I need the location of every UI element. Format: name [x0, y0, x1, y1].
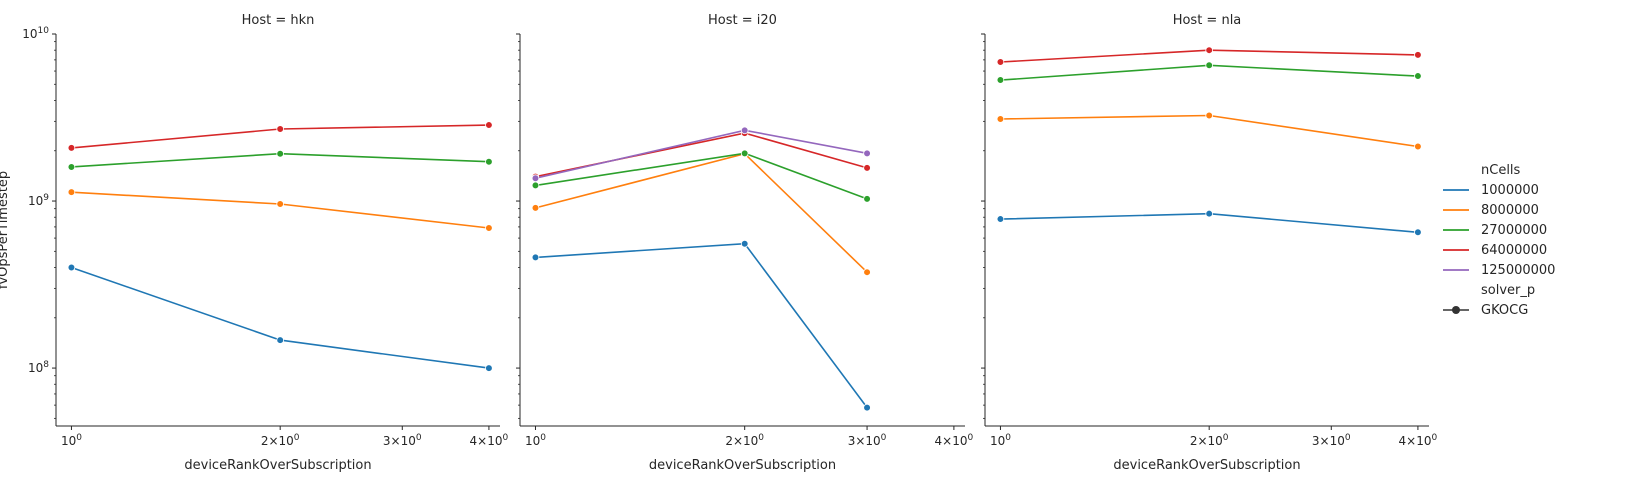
data-point-27000000 [1414, 72, 1422, 80]
x-tick-label: 4×100 [1399, 433, 1438, 448]
data-point-8000000 [485, 224, 493, 232]
x-tick-label: 2×100 [725, 433, 764, 448]
panel-title: Host = hkn [242, 13, 315, 28]
data-point-8000000 [67, 188, 76, 196]
legend-label-64000000: 64000000 [1481, 243, 1547, 258]
data-point-64000000 [1205, 46, 1213, 54]
data-point-64000000 [1414, 51, 1422, 59]
legend-label-125000000: 125000000 [1481, 263, 1555, 278]
legend-label-27000000: 27000000 [1481, 223, 1547, 238]
legend: nCells 1000000 8000000 27000000 64000000 1250… [1443, 163, 1555, 318]
y-tick-label: 109 [28, 193, 49, 208]
series-line-1000000 [535, 242, 868, 409]
data-point-8000000 [1414, 142, 1422, 151]
data-point-64000000 [996, 58, 1005, 66]
x-tick-label: 4×100 [935, 433, 974, 448]
panel-3: Host = nla 100 2×100 3×100 4×100 deviceRankOv… [981, 13, 1438, 473]
x-axis-label: deviceRankOverSubscription [1113, 458, 1300, 473]
data-point-1000000 [740, 239, 749, 248]
data-point-64000000 [276, 125, 284, 133]
y-tick-label: 1010 [22, 26, 49, 41]
panel-title: Host = i20 [708, 13, 777, 28]
x-axis-label: deviceRankOverSubscription [184, 458, 371, 473]
x-tick-label: 100 [525, 433, 546, 448]
data-point-27000000 [863, 195, 871, 203]
y-tick-label: 108 [28, 360, 49, 375]
data-point-8000000 [276, 200, 284, 208]
y-axis-label: fvOpsPerTimestep [0, 171, 11, 289]
data-point-64000000 [863, 164, 871, 172]
series-line-1000000 [71, 266, 490, 369]
x-tick-label: 3×100 [383, 433, 422, 448]
x-axis-label: deviceRankOverSubscription [649, 458, 836, 473]
legend-label-1000000: 1000000 [1481, 183, 1539, 198]
data-point-27000000 [1205, 61, 1213, 70]
data-point-125000000 [740, 126, 749, 135]
legend-style-title: solver_p [1481, 283, 1535, 298]
data-point-27000000 [740, 149, 749, 158]
data-point-27000000 [276, 149, 284, 158]
data-point-125000000 [531, 174, 540, 182]
panel-2: Host = i20 100 2×100 3×100 4×100 deviceRankOv… [516, 13, 974, 473]
data-point-8000000 [996, 115, 1005, 123]
data-point-1000000 [485, 364, 493, 372]
data-point-27000000 [996, 76, 1005, 84]
data-point-64000000 [67, 144, 76, 152]
x-tick-label: 4×100 [470, 433, 509, 448]
series-line-8000000 [71, 191, 489, 229]
panel-title: Host = nla [1173, 13, 1242, 28]
data-point-27000000 [531, 181, 540, 190]
data-point-1000000 [1205, 209, 1213, 218]
data-point-1000000 [863, 403, 871, 412]
data-point-1000000 [1414, 228, 1422, 237]
legend-hue-title: nCells [1481, 163, 1521, 178]
data-point-1000000 [531, 253, 540, 262]
data-point-8000000 [531, 204, 540, 212]
data-point-1000000 [276, 336, 284, 344]
data-point-64000000 [485, 121, 493, 129]
x-tick-label: 100 [61, 433, 82, 448]
data-point-27000000 [67, 163, 76, 171]
legend-label-8000000: 8000000 [1481, 203, 1539, 218]
data-point-27000000 [485, 157, 493, 166]
chart-panels: Host = hkn 108 109 1010 100 2×100 3×100 4×100 de… [22, 13, 1437, 473]
legend-style-label: GKOCG [1481, 303, 1528, 318]
data-point-8000000 [863, 268, 871, 276]
data-point-8000000 [1205, 111, 1213, 120]
x-tick-label: 3×100 [848, 433, 887, 448]
series-line-27000000 [535, 152, 868, 200]
legend-style-marker [1452, 306, 1460, 314]
panel-1: Host = hkn 108 109 1010 100 2×100 3×100 4×100 de… [22, 13, 508, 473]
x-tick-label: 3×100 [1312, 433, 1351, 448]
x-tick-label: 100 [990, 433, 1011, 448]
data-point-125000000 [863, 149, 871, 158]
data-point-1000000 [996, 215, 1005, 223]
x-tick-label: 2×100 [261, 433, 300, 448]
data-point-1000000 [67, 263, 76, 272]
x-tick-label: 2×100 [1190, 433, 1229, 448]
series-line-8000000 [1000, 114, 1419, 148]
